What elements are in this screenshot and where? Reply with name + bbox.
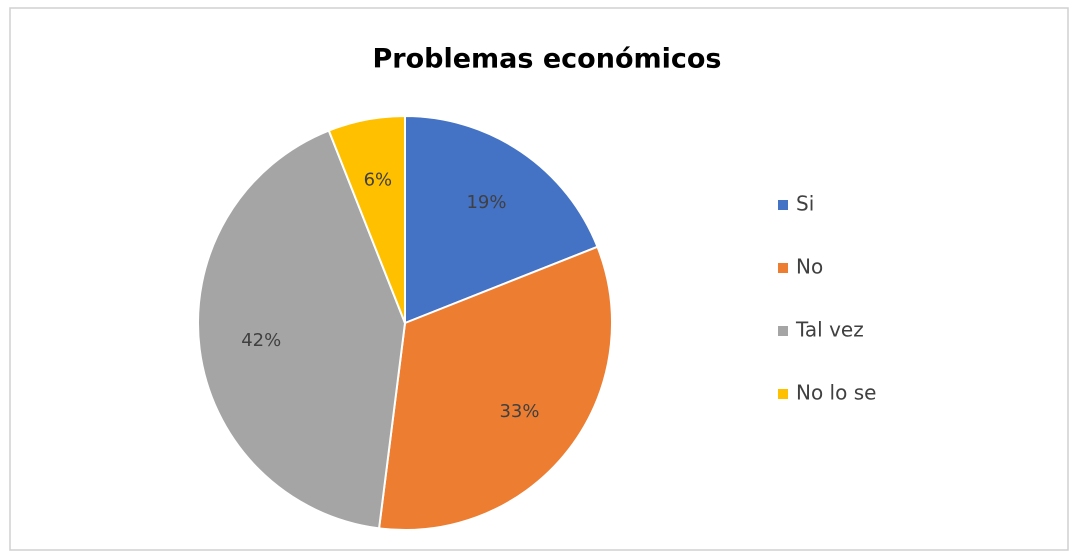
pie-slice [377, 245, 613, 531]
pie-slice [197, 129, 407, 530]
legend-swatch [778, 200, 788, 210]
chart-title: Problemas económicos [372, 44, 721, 75]
legend-label: Si [796, 192, 814, 216]
pie-slice [327, 114, 406, 324]
legend-swatch [778, 326, 788, 336]
legend-swatch [778, 389, 788, 399]
data-label: 19% [466, 192, 506, 213]
pie-slice [404, 114, 599, 325]
data-label: 33% [499, 401, 539, 422]
legend-label: No lo se [796, 381, 876, 405]
legend-swatch [778, 263, 788, 273]
legend-label: No [796, 255, 823, 279]
data-label: 42% [241, 330, 281, 351]
legend-label: Tal vez [795, 318, 864, 342]
data-label: 6% [364, 170, 393, 191]
